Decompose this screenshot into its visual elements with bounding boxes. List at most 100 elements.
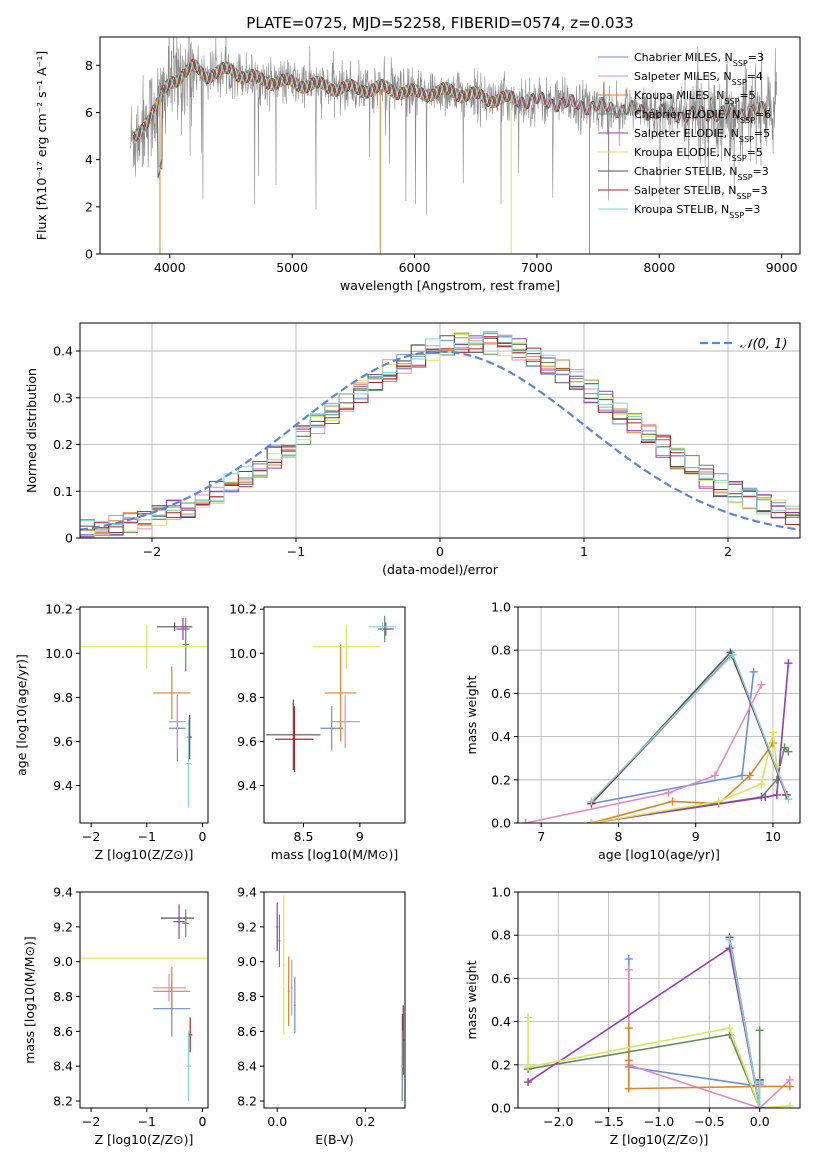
mass-weight-line: [591, 671, 755, 805]
legend-entry: Salpeter STELIB, NSSP=3: [634, 184, 768, 201]
mw_Z-xtick-label: −1.5: [593, 1114, 623, 1129]
mass-weight-marker: [757, 780, 766, 789]
age_mass-ytick-label: 10.2: [229, 602, 257, 617]
age_mass-ytick-label: 9.8: [237, 690, 257, 705]
mass-weight-marker: [624, 954, 633, 963]
mass_Z-ylabel: mass [log10(M/M⊙)]: [22, 936, 37, 1064]
residuals-xtick-label: −1: [287, 544, 305, 559]
mw_age-ytick-label: 0.8: [491, 643, 511, 658]
mass-weight-marker: [668, 797, 677, 806]
age_mass-xtick-label: 9: [356, 829, 364, 844]
residuals-xtick-label: 2: [724, 544, 732, 559]
mass_EBV-ytick-label: 8.8: [237, 989, 257, 1004]
mass-weight-marker: [785, 1082, 794, 1091]
mw_age-frame: [517, 606, 801, 824]
mw_age-ytick-label: 0.4: [491, 729, 511, 744]
age_Z-xtick-label: −1: [138, 829, 156, 844]
residuals-ytick-label: 0: [65, 531, 73, 546]
mw_age-plot: [521, 648, 793, 823]
spectrum-ytick-label: 4: [85, 152, 93, 167]
legend-entry: Chabrier STELIB, NSSP=3: [634, 165, 769, 182]
normal-curve: [80, 350, 800, 531]
mw_age-xtick-label: 9: [692, 829, 700, 844]
legend-entry: Chabrier MILES, NSSP=3: [634, 51, 764, 68]
mass_Z-ytick-label: 8.4: [53, 1059, 73, 1074]
mw_Z-xtick-label: −1.0: [644, 1114, 674, 1129]
mw_Z-ytick-label: 1.0: [491, 885, 511, 900]
mass-weight-line: [527, 1030, 761, 1108]
age_mass-ytick-label: 9.4: [237, 778, 257, 793]
mass-weight-marker: [761, 793, 770, 802]
spectrum-frame: [99, 36, 801, 255]
mass_Z-ytick-label: 9.2: [53, 919, 73, 934]
mass_EBV-ytick-label: 8.6: [237, 1024, 257, 1039]
spectrum-xtick-label: 8000: [643, 260, 675, 275]
mass-weight-marker: [521, 819, 530, 823]
spectrum-axes: 4000 5000 6000 7000 8000 9000 0 2 4 6 8 wavelength …: [34, 51, 798, 293]
residual-histogram: [80, 331, 800, 538]
mass_EBV-ytick-label: 9.2: [237, 919, 257, 934]
mass_Z-xtick-label: −1: [138, 1114, 156, 1129]
age_Z-frame: [79, 606, 209, 824]
mass-weight-marker: [784, 659, 793, 668]
residuals-plot: [80, 331, 800, 538]
spectrum-xtick-label: 7000: [521, 260, 553, 275]
mass-weight-marker: [624, 965, 633, 974]
mass_EBV-plot: [276, 895, 405, 1102]
mass-weight-marker: [728, 650, 737, 659]
residuals-xtick-label: 0: [436, 544, 444, 559]
mw_Z-ylabel: mass weight: [464, 960, 479, 1039]
legend-entry: Kroupa STELIB, NSSP=3: [634, 203, 760, 220]
mass-weight-line: [590, 650, 788, 805]
mass-weight-marker: [664, 788, 673, 797]
spectrum-model-line: [132, 59, 770, 142]
residuals-frame: [79, 322, 801, 539]
age_mass-xlabel: mass [log10(M/M⊙)]: [271, 847, 399, 862]
mw_age-xlabel: age [log10(age/yr)]: [598, 847, 720, 862]
mw_age-ylabel: mass weight: [464, 675, 479, 754]
mass_Z-ytick-label: 8.8: [53, 989, 73, 1004]
residuals-ytick-label: 0.4: [53, 344, 73, 359]
spectrum-xlabel: wavelength [Angstrom, rest frame]: [340, 278, 560, 293]
mass_Z-plot: [80, 904, 208, 1102]
mass-weight-line: [527, 946, 761, 1108]
mass_EBV-xtick-label: 0.0: [267, 1114, 287, 1129]
mass-weight-marker: [587, 819, 596, 823]
age_Z-ytick-label: 9.8: [53, 690, 73, 705]
mass-weight-marker: [785, 1101, 794, 1108]
spectrum-plot: [130, 37, 777, 254]
legend-entry: 𝒩(0, 1): [740, 337, 787, 352]
mass-weight-line: [525, 684, 763, 823]
spectrum-xtick-label: 4000: [154, 260, 186, 275]
spectrum-xtick-label: 9000: [766, 260, 798, 275]
mw_Z-xtick-label: −0.5: [694, 1114, 724, 1129]
mass-weight-marker: [738, 771, 747, 780]
age_mass-ytick-label: 9.6: [237, 734, 257, 749]
mass-weight-line: [728, 939, 761, 1108]
mass_EBV-xlabel: E(B-V): [315, 1132, 354, 1147]
mw_Z-ytick-label: 0.4: [491, 1014, 511, 1029]
mass-weight-marker: [711, 771, 720, 780]
mass_EBV-ytick-label: 8.4: [237, 1059, 257, 1074]
mw_Z-ytick-label: 0.8: [491, 928, 511, 943]
age_mass-axes: 8.5 9 9.4 9.6 9.8 10.0 10.2 mass [log10(M/M⊙)]: [229, 602, 398, 862]
age_Z-axes: −2 −1 0 9.4 9.6 9.8 10.0 10.2 Z [log10(Z/Z⊙)] age…: [14, 602, 206, 862]
age_mass-frame: [263, 606, 406, 824]
mass_Z-ytick-label: 9.0: [53, 954, 73, 969]
mass-weight-marker: [749, 667, 758, 676]
mass-weight-marker: [755, 1078, 764, 1087]
residuals-xlabel: (data-model)/error: [382, 562, 499, 577]
mass_EBV-ytick-label: 8.2: [237, 1094, 257, 1109]
mass-weight-marker: [755, 1026, 764, 1035]
mw_age-ytick-label: 0.2: [491, 772, 511, 787]
mw_age-ytick-label: 0.6: [491, 686, 511, 701]
mass_Z-axes: −2 −1 0 8.2 8.4 8.6 8.8 9.0 9.2 9.4 Z [log10(Z/Z⊙)…: [22, 885, 206, 1148]
mass_Z-xlabel: Z [log10(Z/Z⊙)]: [95, 1132, 194, 1147]
age_Z-ytick-label: 10.2: [45, 602, 73, 617]
mass-weight-marker: [784, 795, 793, 804]
mass_EBV-ytick-label: 9.4: [237, 885, 257, 900]
mass-weight-marker: [755, 1104, 764, 1108]
age_Z-xtick-label: −2: [82, 829, 100, 844]
mass-weight-marker: [757, 680, 766, 689]
